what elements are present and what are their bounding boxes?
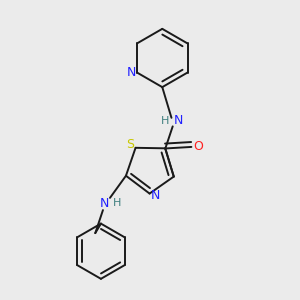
- Text: H: H: [161, 116, 170, 126]
- Text: O: O: [193, 140, 203, 153]
- Text: N: N: [150, 189, 160, 202]
- Text: N: N: [173, 114, 183, 128]
- Text: H: H: [112, 198, 121, 208]
- Text: N: N: [100, 197, 109, 210]
- Text: S: S: [126, 138, 134, 151]
- Text: N: N: [127, 66, 136, 79]
